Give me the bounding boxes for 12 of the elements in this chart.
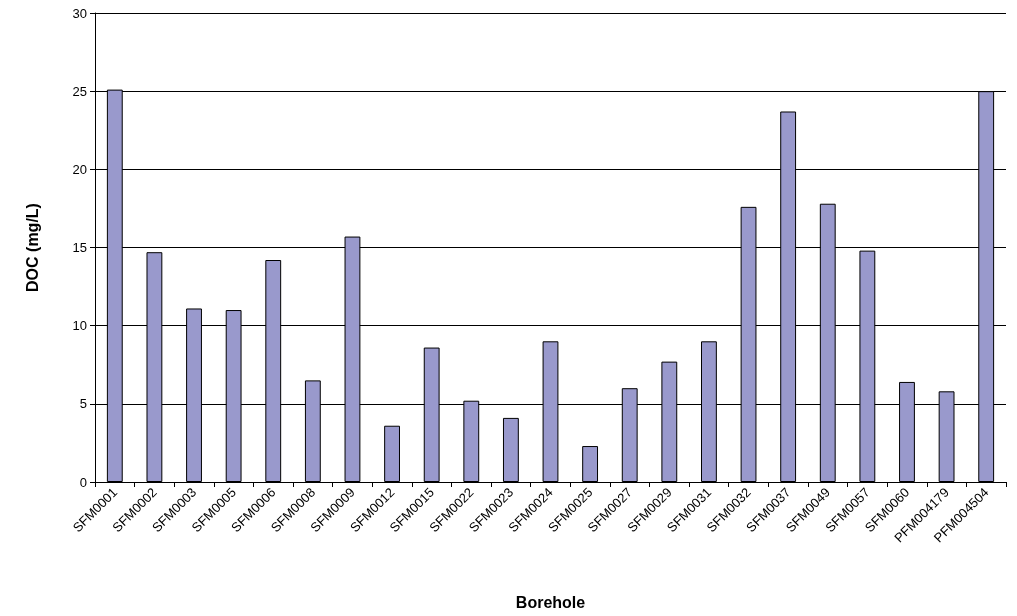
bar bbox=[582, 446, 599, 482]
y-tick-label: 25 bbox=[72, 83, 87, 99]
y-tick-label: 30 bbox=[72, 5, 87, 21]
y-tick-label: 0 bbox=[79, 474, 87, 490]
y-tick-label: 15 bbox=[72, 240, 87, 255]
bar bbox=[502, 417, 519, 482]
x-axis-title: Borehole bbox=[515, 593, 586, 611]
bar bbox=[384, 425, 400, 482]
y-tick-label: 20 bbox=[72, 161, 87, 177]
y-tick-label: 10 bbox=[72, 318, 87, 334]
y-tick-label: 5 bbox=[79, 396, 87, 412]
y-axis-title: DOC (mg/L) bbox=[23, 203, 41, 292]
